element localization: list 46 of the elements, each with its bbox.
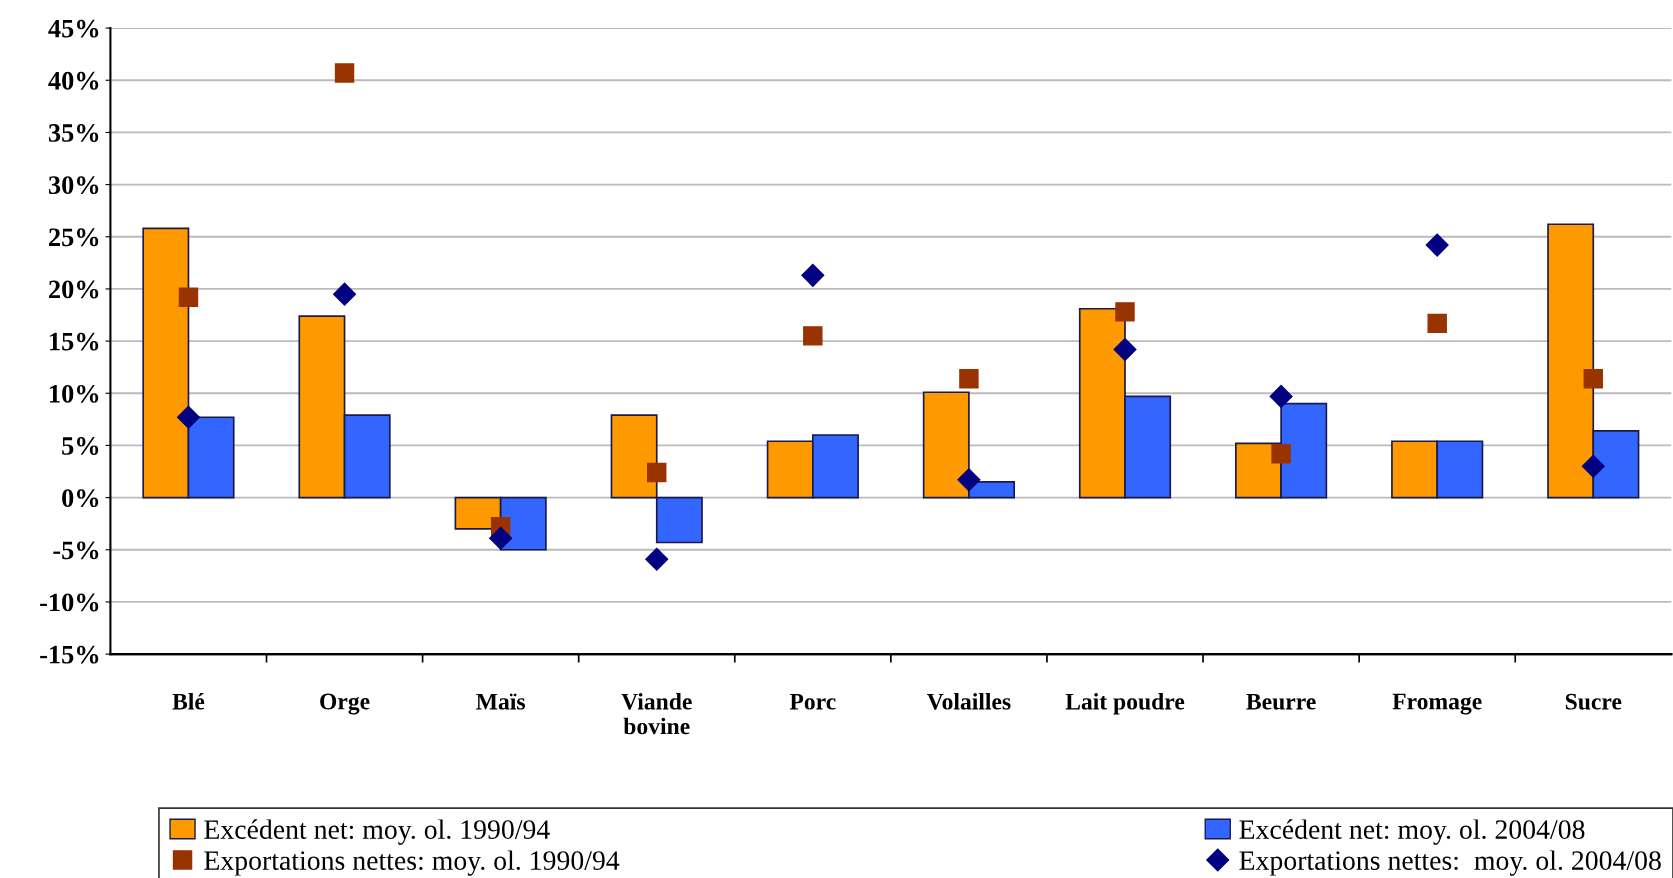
- x-tick-label: Sucre: [1565, 693, 1622, 710]
- y-tick-label: 35%: [48, 124, 99, 142]
- y-tick-label: -15%: [40, 645, 99, 664]
- x-tick-label: Maïs: [476, 693, 525, 710]
- point: [1113, 337, 1137, 361]
- point: [489, 526, 513, 550]
- point: [959, 368, 979, 389]
- legend-label: Excédent net: moy. ol. 2004/08: [1239, 819, 1585, 845]
- x-tick-label: Blé: [172, 692, 205, 710]
- point: [1269, 384, 1293, 408]
- x-tick-label: Porc: [789, 693, 836, 710]
- legend-label: Exportations nettes: moy. ol. 1990/94: [204, 850, 620, 876]
- x-tick-label: Fromage: [1392, 693, 1482, 715]
- x-tick-label: Viande bovine: [621, 693, 692, 735]
- point: [1271, 444, 1291, 464]
- point: [647, 462, 667, 483]
- point: [801, 263, 825, 287]
- legend-label: Exportations nettes: moy. ol. 2004/08: [1239, 850, 1661, 876]
- point: [803, 326, 823, 346]
- y-tick-label: -5%: [53, 541, 99, 560]
- x-tick-label: Beurre: [1246, 693, 1316, 710]
- x-tick-label: Lait poudre: [1065, 693, 1185, 715]
- y-tick-label: 45%: [48, 19, 99, 38]
- point: [957, 468, 981, 492]
- y-tick-label: -10%: [40, 593, 99, 612]
- point: [1581, 454, 1605, 478]
- point: [1425, 233, 1449, 257]
- point: [1427, 313, 1447, 334]
- y-tick-label: 25%: [49, 228, 99, 247]
- x-tick-label: Orge: [320, 693, 370, 715]
- y-tick-label: 40%: [48, 71, 99, 90]
- x-tick-label: Volailles: [926, 693, 1011, 710]
- y-tick-label: 30%: [48, 176, 99, 195]
- legend-label: Excédent net: moy. ol. 1990/94: [204, 819, 550, 845]
- y-tick-label: 20%: [49, 280, 99, 299]
- y-tick-label: 10%: [50, 384, 99, 403]
- point: [334, 63, 355, 83]
- point: [645, 547, 669, 571]
- point: [333, 282, 357, 306]
- y-tick-label: 0%: [62, 489, 99, 508]
- point: [178, 287, 199, 308]
- y-tick-label: 15%: [50, 332, 99, 351]
- point: [176, 405, 200, 429]
- point: [1583, 368, 1604, 389]
- y-tick-label: 5%: [62, 437, 99, 455]
- point: [1115, 302, 1135, 322]
